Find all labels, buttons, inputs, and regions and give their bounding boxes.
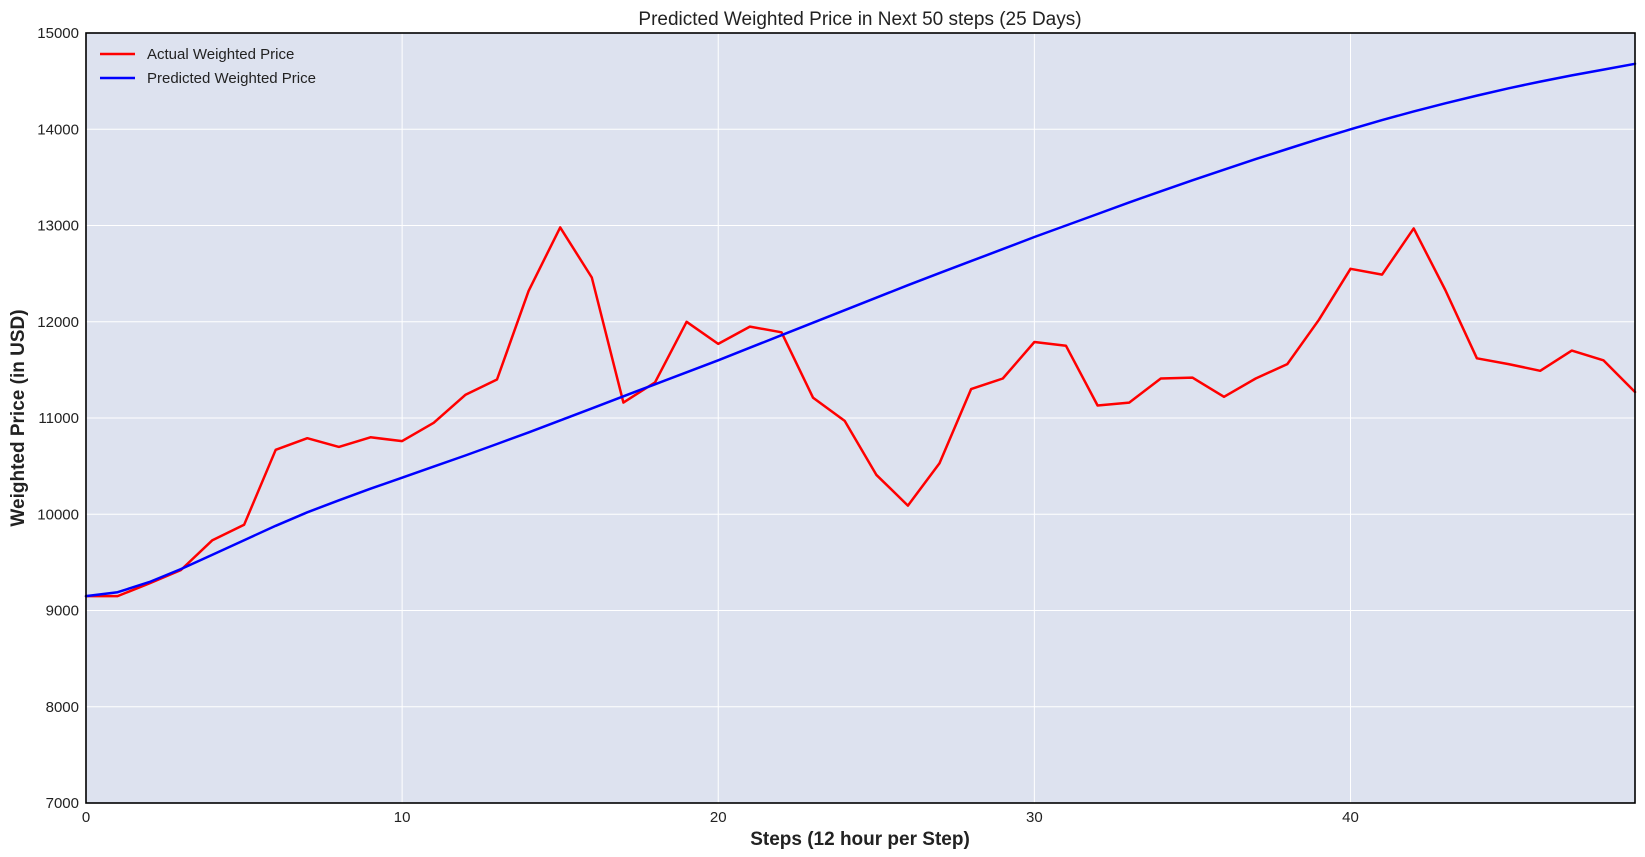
x-tick-label: 30 — [1026, 809, 1043, 826]
x-axis-ticks: 0 10 20 30 40 — [82, 809, 1359, 826]
y-tick-label: 10000 — [37, 506, 79, 523]
chart-title: Predicted Weighted Price in Next 50 step… — [638, 9, 1081, 30]
x-tick-label: 0 — [82, 809, 90, 826]
plot-frame — [85, 32, 1636, 804]
y-tick-label: 7000 — [46, 795, 79, 812]
series-lines — [84, 62, 1637, 598]
series-line-predicted — [84, 62, 1637, 598]
series-line-actual — [84, 226, 1637, 598]
y-tick-label: 9000 — [46, 603, 79, 620]
x-axis-label: Steps (12 hour per Step) — [750, 829, 970, 850]
y-axis-label: Weighted Price (in USD) — [8, 309, 29, 526]
legend: Actual Weighted Price Predicted Weighted… — [100, 46, 316, 87]
y-axis-ticks: 7000 8000 9000 10000 11000 12000 13000 14000 150… — [37, 25, 79, 812]
y-tick-label: 13000 — [37, 218, 79, 235]
legend-label-actual: Actual Weighted Price — [147, 46, 294, 63]
y-tick-label: 15000 — [37, 25, 79, 42]
x-tick-label: 10 — [394, 809, 411, 826]
y-tick-label: 8000 — [46, 699, 79, 716]
y-tick-label: 12000 — [37, 314, 79, 331]
y-tick-label: 11000 — [38, 410, 79, 427]
x-tick-label: 20 — [710, 809, 727, 826]
y-tick-label: 14000 — [37, 121, 79, 138]
legend-label-predicted: Predicted Weighted Price — [147, 70, 316, 87]
x-tick-label: 40 — [1342, 809, 1359, 826]
